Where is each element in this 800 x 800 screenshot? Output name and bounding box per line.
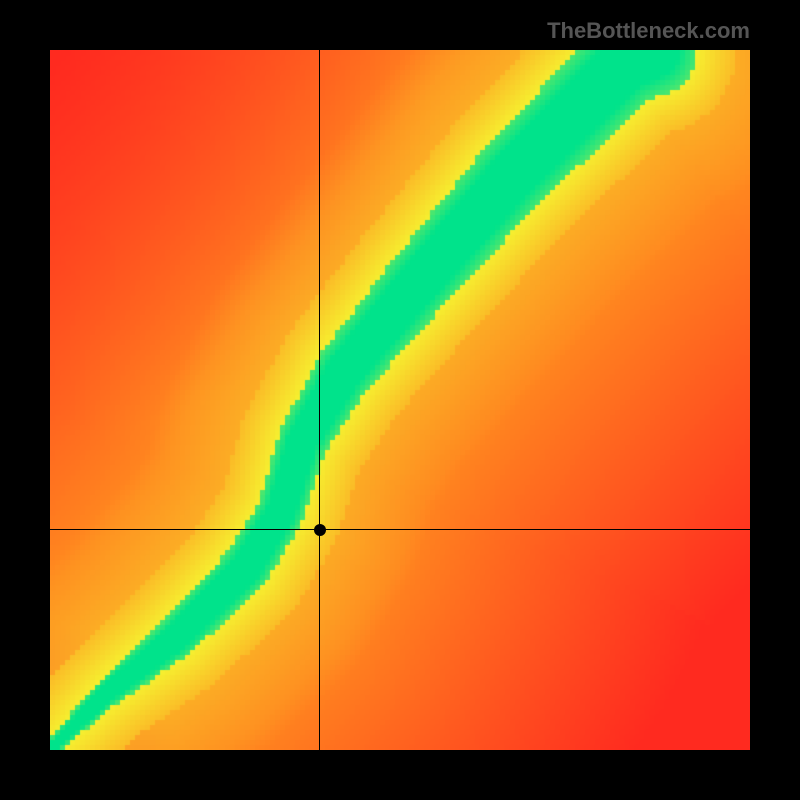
heatmap-plot — [50, 50, 750, 750]
crosshair-vertical — [319, 50, 320, 750]
heatmap-canvas — [50, 50, 750, 750]
watermark-text: TheBottleneck.com — [547, 18, 750, 44]
crosshair-horizontal — [50, 529, 750, 530]
crosshair-marker — [314, 524, 326, 536]
